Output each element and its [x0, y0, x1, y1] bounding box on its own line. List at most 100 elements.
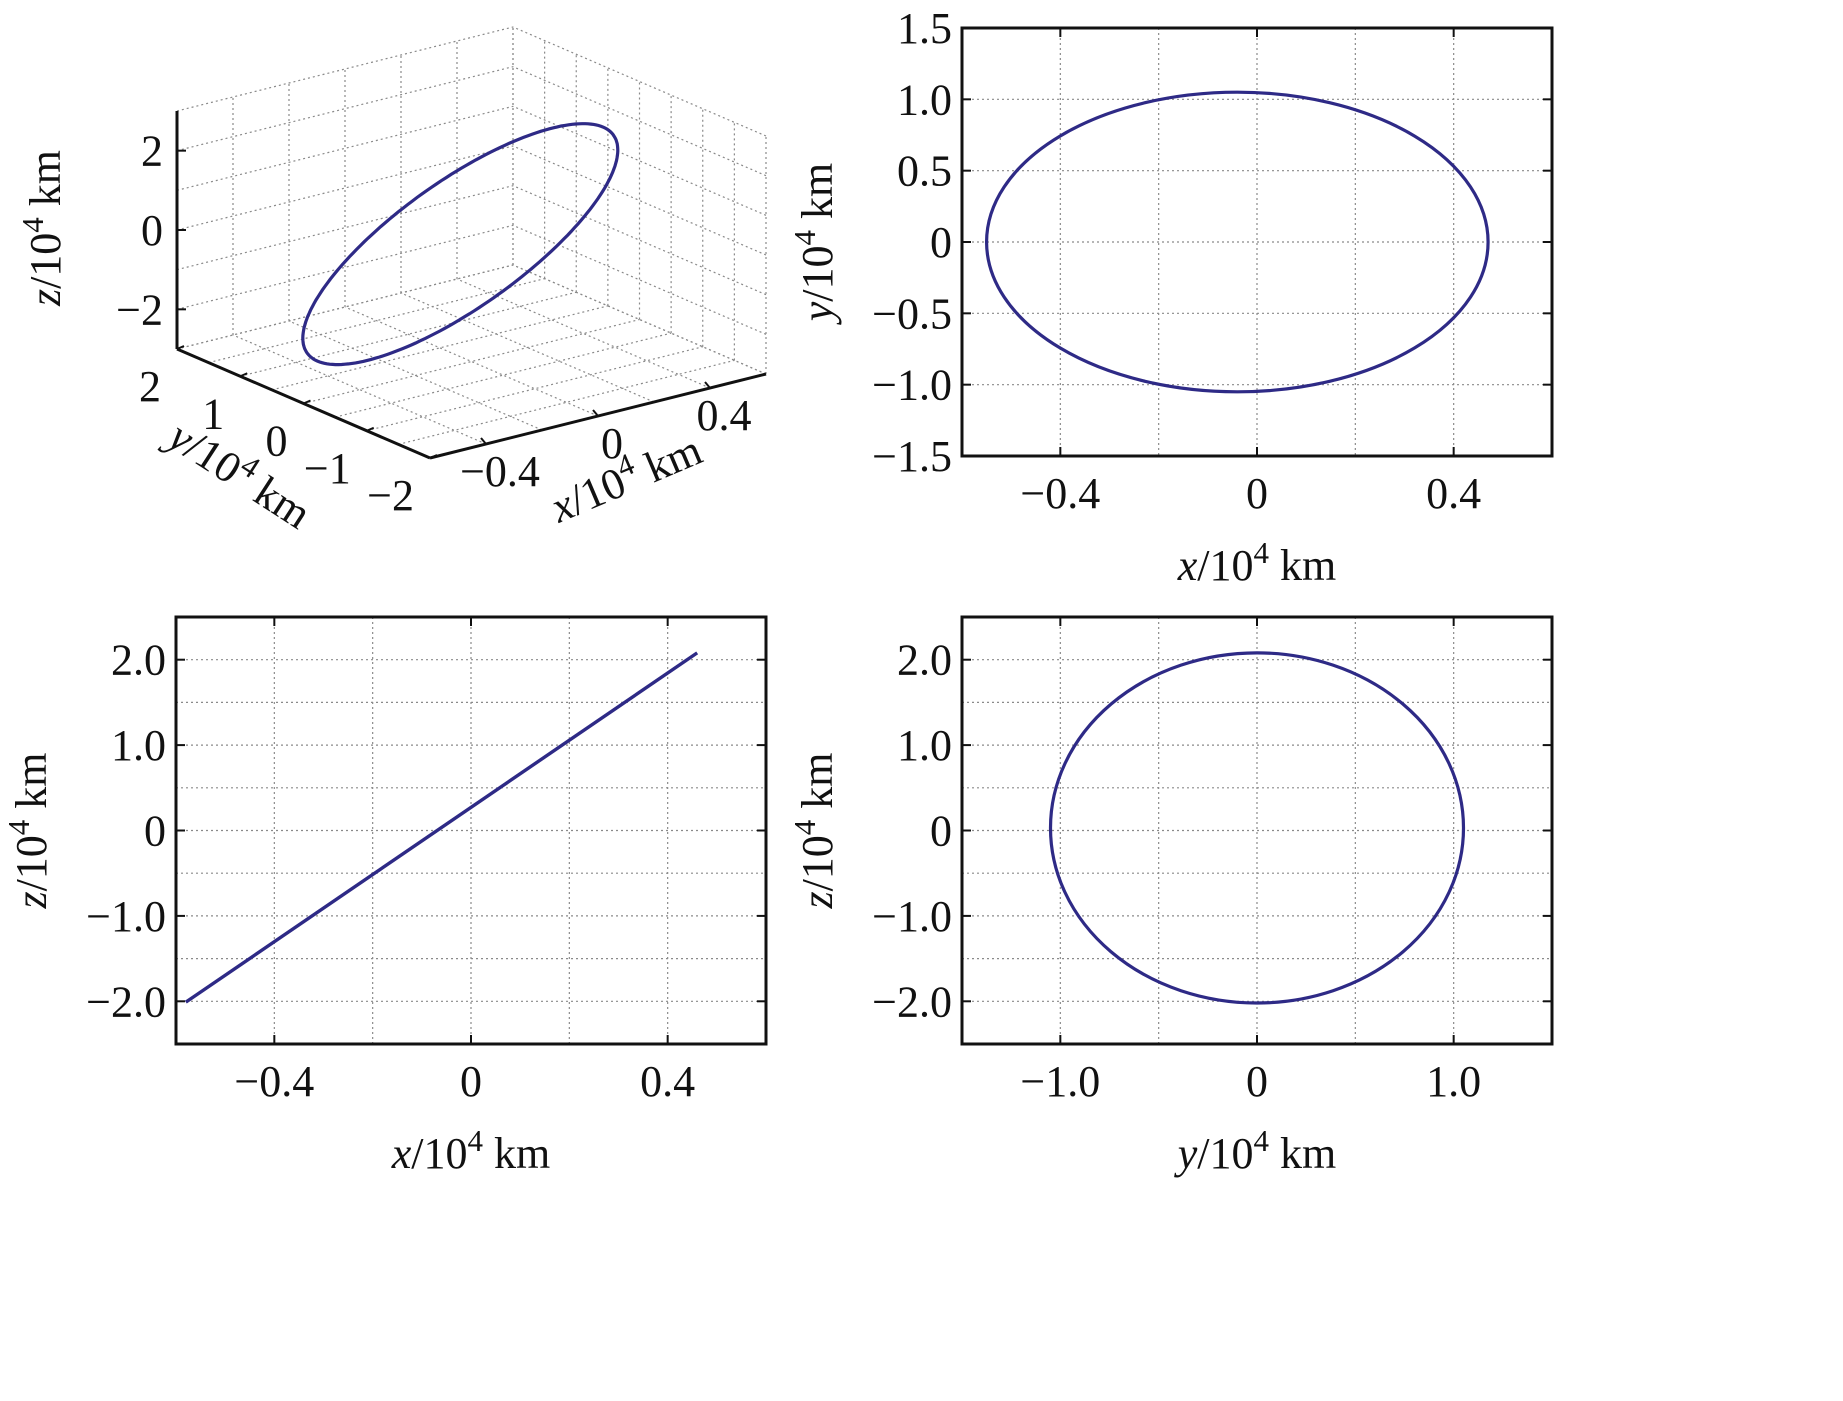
- data-curve: [984, 90, 1490, 394]
- x-tick-label: 0.4: [1426, 469, 1481, 518]
- x-tick-label: 0.4: [697, 391, 752, 440]
- gridline-3d: [303, 318, 640, 405]
- gridline-3d: [512, 264, 767, 375]
- x-tick: [480, 437, 487, 445]
- gridline-3d: [344, 306, 599, 417]
- z-axis-label-symbol: z: [21, 289, 70, 307]
- gridline-3d: [271, 305, 609, 391]
- gridline-3d: [176, 105, 514, 191]
- y-axis-label-text: z/104 km: [1, 752, 56, 909]
- x-axis-label-unit: /10: [1197, 1129, 1253, 1178]
- z-tick-label: −2: [116, 285, 163, 334]
- gridline-3d: [288, 320, 543, 431]
- y-tick-label: 1.0: [897, 75, 952, 124]
- y-tick: [239, 372, 248, 378]
- x-axis-label-symbol: x: [391, 1129, 412, 1178]
- x-tick-label: 0: [1246, 469, 1268, 518]
- z-tick-label: 0: [141, 206, 163, 255]
- y-axis-label-unit: /10: [793, 835, 842, 891]
- y-axis-label: z/104 km: [1, 752, 56, 909]
- x-axis-label-text: x/104 km: [1177, 535, 1337, 590]
- x-axis-label-text: x/104 km: [541, 420, 709, 533]
- gridline-3d: [334, 332, 672, 418]
- x-tick-label: −1.0: [1020, 1057, 1100, 1106]
- y-tick-label: −1.5: [872, 432, 952, 481]
- y-axis-label-text: y/104 km: [787, 163, 842, 326]
- x-tick-label: 0: [1246, 1057, 1268, 1106]
- x-tick-label: −0.4: [234, 1057, 314, 1106]
- x-axis-label-unit: /10: [1197, 541, 1253, 590]
- gridline-3d: [512, 66, 767, 177]
- z-axis-label-exponent: 4: [15, 217, 50, 233]
- gridline-3d: [512, 26, 767, 137]
- x-tick-label: 0: [460, 1057, 482, 1106]
- x-axis-label-exponent: 4: [468, 1123, 484, 1158]
- y-axis-label-symbol: y: [793, 301, 842, 325]
- x-tick: [704, 381, 711, 389]
- gridline-3d: [512, 185, 767, 296]
- x-axis-label-symbol: x: [1177, 541, 1198, 590]
- gridline-3d: [176, 185, 514, 271]
- x-tick: [592, 409, 599, 417]
- x-axis-label-tail: km: [483, 1129, 550, 1178]
- y-tick-label: 2: [139, 362, 161, 411]
- y-tick-label: 0: [144, 807, 166, 856]
- y-tick-label: 1.0: [111, 721, 166, 770]
- z-axis-label-tail: km: [21, 150, 70, 217]
- y-tick-label: −1.0: [86, 892, 166, 941]
- gridline-3d: [176, 145, 514, 231]
- gridline-3d: [232, 334, 487, 445]
- y-axis-label: y/104 km: [157, 404, 323, 539]
- x-axis-label: x/104 km: [391, 1123, 551, 1178]
- data-curve: [1048, 651, 1466, 1005]
- panel-pxy: −0.4 0 0.41.51.00.50−0.5−1.0−1.5x/104 kmy/…: [787, 4, 1554, 590]
- y-tick: [176, 345, 185, 350]
- y-tick-label: −1: [304, 444, 351, 493]
- gridline-3d: [456, 278, 711, 389]
- y-axis-label-symbol: z: [7, 891, 56, 909]
- gridline-3d: [512, 105, 767, 216]
- y-tick-label: −1.0: [872, 361, 952, 410]
- y-axis-label-text: y/104 km: [157, 404, 323, 539]
- gridline-3d: [400, 292, 655, 403]
- gridline-3d: [366, 346, 703, 432]
- panel-pyz: −1.0 0 1.02.01.00−1.0−2.0y/104 kmz/104 km: [787, 615, 1554, 1178]
- y-axis-label-exponent: 4: [787, 819, 822, 835]
- x-tick-label: −0.4: [1020, 469, 1100, 518]
- x-axis-label-text: y/104 km: [1174, 1123, 1337, 1178]
- y-axis-label-tail: km: [793, 752, 842, 819]
- y-tick-label: −2.0: [86, 977, 166, 1026]
- y-tick-label: 2.0: [897, 636, 952, 685]
- y-tick-label: 1.0: [897, 721, 952, 770]
- z-tick-label: 2: [141, 127, 163, 176]
- y-tick: [303, 399, 311, 405]
- y-axis-label-symbol: z: [793, 891, 842, 909]
- x-tick-label: −0.4: [460, 447, 540, 496]
- data-curve: [301, 122, 620, 367]
- y-tick-label: 1.5: [897, 4, 952, 53]
- gridline-3d: [176, 66, 514, 152]
- x-tick-label: 0.4: [640, 1057, 695, 1106]
- y-tick-label: 0: [930, 807, 952, 856]
- z-axis-label-unit: /10: [21, 233, 70, 289]
- y-axis-label-tail: km: [7, 752, 56, 819]
- x-axis-label: x/104 km: [1177, 535, 1337, 590]
- x-axis-label-tail: km: [1269, 1129, 1336, 1178]
- y-tick-label: 0.5: [897, 147, 952, 196]
- x-axis-label: y/104 km: [1174, 1123, 1337, 1178]
- gridline-3d: [512, 224, 767, 335]
- data-line: [184, 651, 699, 1004]
- x-axis-label: x/104 km: [541, 420, 709, 533]
- y-tick-label: 0: [930, 218, 952, 267]
- y-axis-label-exponent: 4: [787, 229, 822, 245]
- y-tick-label: −2.0: [872, 977, 952, 1026]
- y-axis-label-text: z/104 km: [787, 752, 842, 909]
- y-tick-label: −0.5: [872, 289, 952, 338]
- z-axis-label-text: z/104 km: [15, 150, 70, 307]
- x-tick-label: 1.0: [1426, 1057, 1481, 1106]
- y-axis-label-unit: /10: [7, 835, 56, 891]
- y-axis-label: y/104 km: [787, 163, 842, 326]
- x-tick-label: 0: [601, 419, 623, 468]
